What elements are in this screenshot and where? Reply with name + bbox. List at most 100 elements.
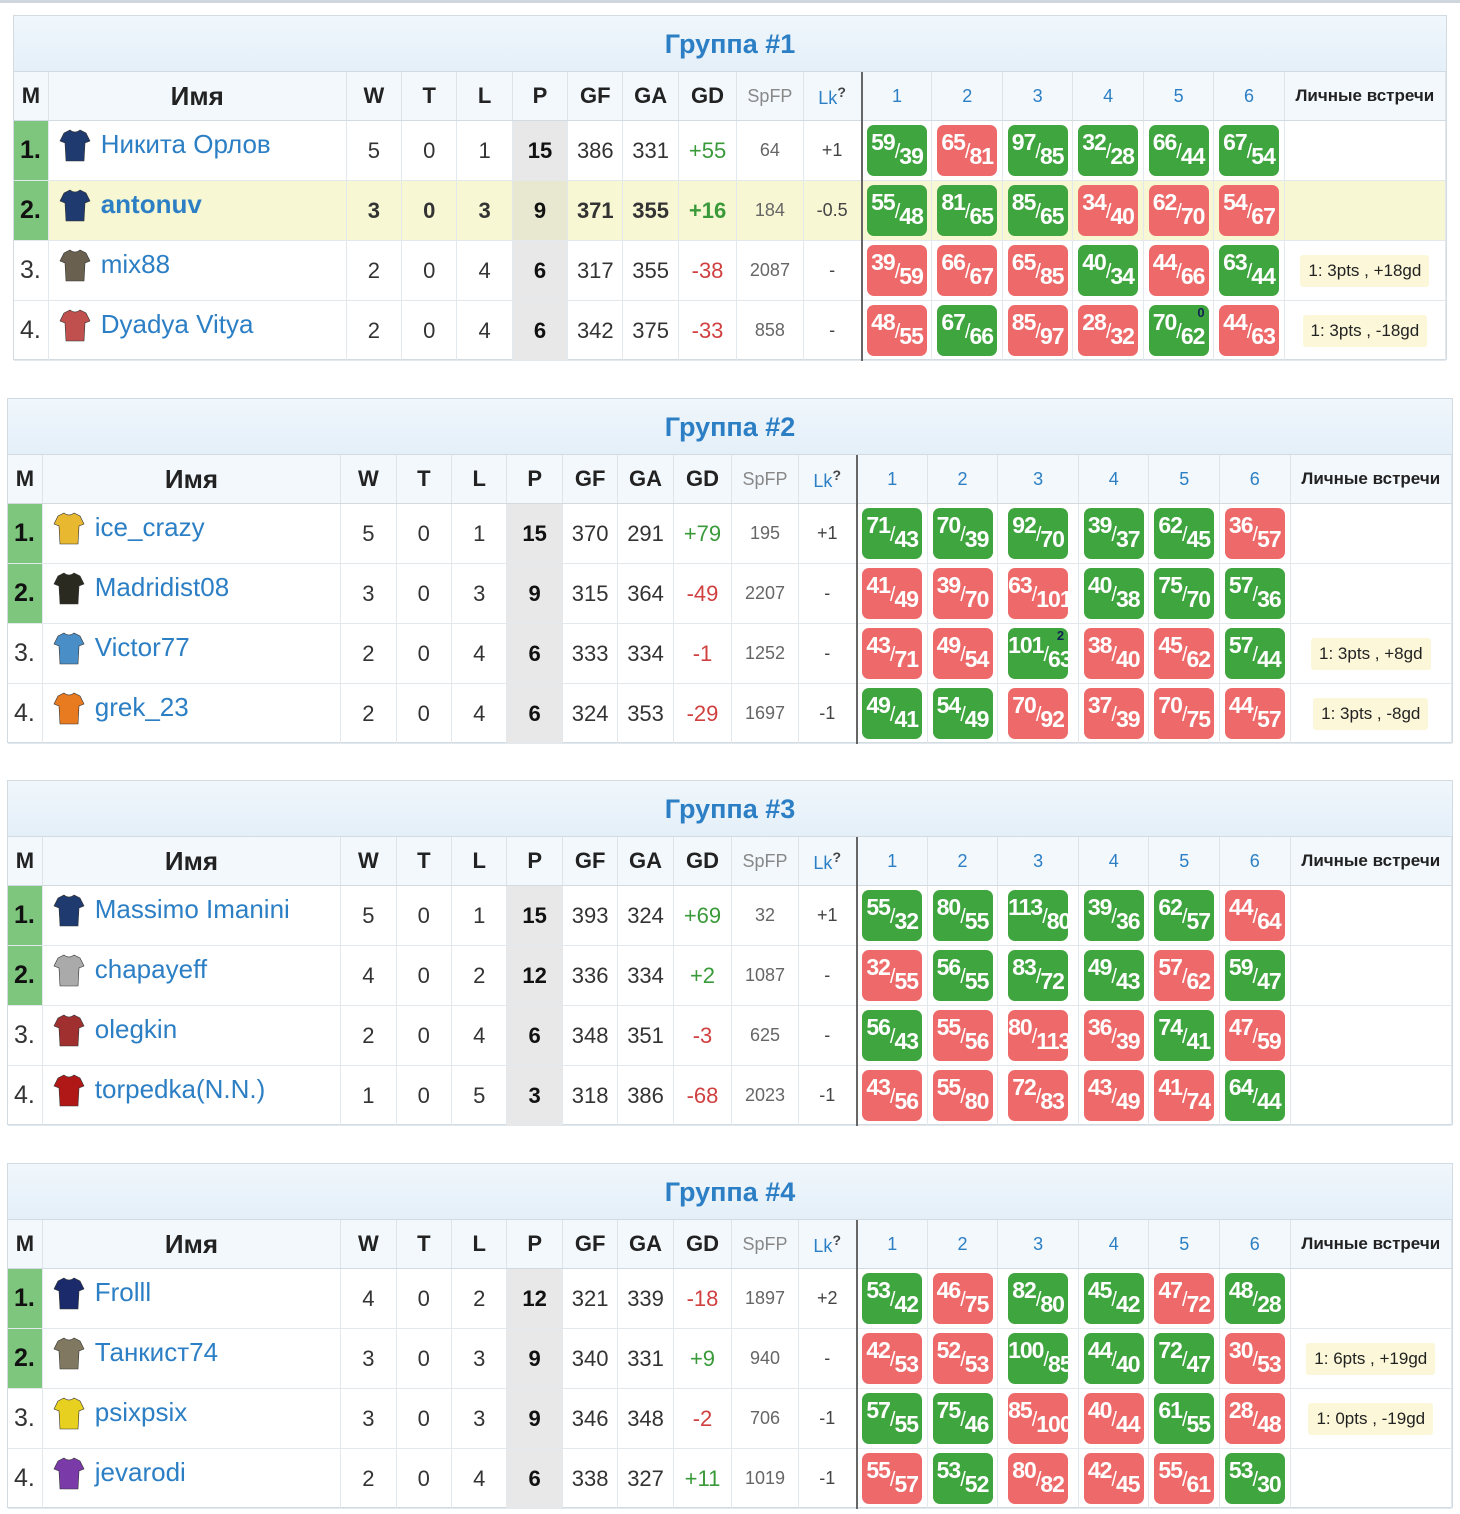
match-score-2[interactable]: 56/55 <box>932 950 993 1001</box>
match-score-6[interactable]: 44/63 <box>1219 305 1280 356</box>
player-name-link[interactable]: ice_crazy <box>94 512 205 542</box>
match-score-3[interactable]: 85/65 <box>1007 185 1068 236</box>
match-score-5[interactable]: 70/62 0 <box>1148 305 1209 356</box>
match-score-5[interactable]: 47/72 <box>1154 1273 1215 1324</box>
match-score-6[interactable]: 59/47 <box>1224 950 1285 1001</box>
match-score-4[interactable]: 37/39 <box>1083 688 1144 739</box>
match-score-6[interactable]: 44/57 <box>1224 688 1285 739</box>
match-score-4[interactable]: 36/39 <box>1083 1010 1144 1061</box>
match-score-3[interactable]: 92/70 <box>1008 508 1069 559</box>
match-score-6[interactable]: 44/64 <box>1224 890 1285 941</box>
match-score-3[interactable]: 72/83 <box>1008 1070 1069 1121</box>
match-score-3[interactable]: 80/82 <box>1008 1453 1069 1504</box>
match-score-2[interactable]: 54/49 <box>932 688 993 739</box>
match-score-6[interactable]: 54/67 <box>1219 185 1280 236</box>
match-score-6[interactable]: 64/44 <box>1224 1070 1285 1121</box>
match-score-6[interactable]: 47/59 <box>1224 1010 1285 1061</box>
match-score-5[interactable]: 57/62 <box>1154 950 1215 1001</box>
match-score-1[interactable]: 55/57 <box>862 1453 923 1504</box>
match-score-4[interactable]: 42/45 <box>1083 1453 1144 1504</box>
match-score-3[interactable]: 63/101 <box>1008 568 1073 619</box>
player-name-link[interactable]: Frolll <box>94 1277 152 1307</box>
match-score-2[interactable]: 75/46 <box>932 1393 993 1444</box>
match-score-4[interactable]: 44/40 <box>1083 1333 1144 1384</box>
player-name-link[interactable]: Madridist08 <box>94 572 230 602</box>
match-score-4[interactable]: 40/38 <box>1083 568 1144 619</box>
match-score-1[interactable]: 49/41 <box>862 688 923 739</box>
match-score-4[interactable]: 39/37 <box>1083 508 1144 559</box>
match-score-1[interactable]: 43/56 <box>862 1070 923 1121</box>
player-name-link[interactable]: olegkin <box>94 1014 178 1044</box>
header-lk[interactable]: Lk? <box>803 72 863 121</box>
player-name-link[interactable]: grek_23 <box>94 692 189 722</box>
match-score-1[interactable]: 55/48 <box>867 185 927 236</box>
match-score-1[interactable]: 42/53 <box>862 1333 923 1384</box>
match-score-2[interactable]: 49/54 <box>932 628 993 679</box>
player-name-link[interactable]: Dyadya Vitya <box>100 309 254 339</box>
player-name-link[interactable]: antonuv <box>100 189 202 219</box>
match-score-5[interactable]: 70/75 <box>1154 688 1215 739</box>
match-score-4[interactable]: 45/42 <box>1083 1273 1144 1324</box>
match-score-3[interactable]: 65/85 <box>1007 245 1068 296</box>
match-score-6[interactable]: 28/48 <box>1224 1393 1285 1444</box>
player-name-link[interactable]: jevarodi <box>94 1457 186 1487</box>
match-score-3[interactable]: 83/72 <box>1008 950 1069 1001</box>
match-score-3[interactable]: 85/97 <box>1007 305 1068 356</box>
match-score-3[interactable]: 70/92 <box>1008 688 1069 739</box>
match-score-1[interactable]: 43/71 <box>862 628 923 679</box>
match-score-1[interactable]: 56/43 <box>862 1010 923 1061</box>
player-name-link[interactable]: Massimo Imanini <box>94 894 290 924</box>
match-score-4[interactable]: 34/40 <box>1078 185 1139 236</box>
header-lk[interactable]: Lk? <box>798 837 858 886</box>
match-score-3[interactable]: 97/85 <box>1007 125 1068 176</box>
match-score-4[interactable]: 32/28 <box>1078 125 1139 176</box>
match-score-6[interactable]: 30/53 <box>1224 1333 1285 1384</box>
match-score-6[interactable]: 57/44 <box>1224 628 1285 679</box>
match-score-3[interactable]: 113/80 <box>1008 890 1071 941</box>
player-name-link[interactable]: Victor77 <box>94 632 190 662</box>
match-score-2[interactable]: 53/52 <box>932 1453 993 1504</box>
help-icon[interactable]: ? <box>832 848 841 865</box>
match-score-4[interactable]: 43/49 <box>1083 1070 1144 1121</box>
match-score-3[interactable]: 85/100 <box>1008 1393 1073 1444</box>
match-score-6[interactable]: 53/30 <box>1224 1453 1285 1504</box>
match-score-2[interactable]: 46/75 <box>932 1273 993 1324</box>
player-name-link[interactable]: psixpsix <box>94 1397 188 1427</box>
match-score-1[interactable]: 39/59 <box>867 245 927 296</box>
match-score-5[interactable]: 72/47 <box>1154 1333 1215 1384</box>
match-score-2[interactable]: 70/39 <box>932 508 993 559</box>
match-score-2[interactable]: 55/80 <box>932 1070 993 1121</box>
match-score-3[interactable]: 101/63 2 <box>1008 628 1073 679</box>
match-score-2[interactable]: 80/55 <box>932 890 993 941</box>
match-score-1[interactable]: 59/39 <box>867 125 927 176</box>
match-score-1[interactable]: 71/43 <box>862 508 923 559</box>
match-score-4[interactable]: 28/32 <box>1078 305 1139 356</box>
player-name-link[interactable]: chapayeff <box>94 954 208 984</box>
player-name-link[interactable]: Танкист74 <box>94 1337 219 1367</box>
match-score-6[interactable]: 36/57 <box>1224 508 1285 559</box>
match-score-2[interactable]: 39/70 <box>932 568 993 619</box>
match-score-5[interactable]: 62/45 <box>1154 508 1215 559</box>
help-icon[interactable]: ? <box>832 466 841 483</box>
match-score-4[interactable]: 40/44 <box>1083 1393 1144 1444</box>
match-score-4[interactable]: 38/40 <box>1083 628 1144 679</box>
help-icon[interactable]: ? <box>837 83 846 100</box>
match-score-6[interactable]: 63/44 <box>1219 245 1280 296</box>
match-score-5[interactable]: 45/62 <box>1154 628 1215 679</box>
player-name-link[interactable]: Никита Орлов <box>100 129 271 159</box>
match-score-5[interactable]: 61/55 <box>1154 1393 1215 1444</box>
match-score-5[interactable]: 55/61 <box>1154 1453 1215 1504</box>
match-score-4[interactable]: 39/36 <box>1083 890 1144 941</box>
match-score-5[interactable]: 66/44 <box>1148 125 1209 176</box>
match-score-4[interactable]: 49/43 <box>1083 950 1144 1001</box>
match-score-5[interactable]: 41/74 <box>1154 1070 1215 1121</box>
match-score-2[interactable]: 81/65 <box>937 185 998 236</box>
match-score-5[interactable]: 74/41 <box>1154 1010 1215 1061</box>
match-score-3[interactable]: 80/113 <box>1008 1010 1071 1061</box>
match-score-5[interactable]: 75/70 <box>1154 568 1215 619</box>
match-score-2[interactable]: 66/67 <box>937 245 998 296</box>
header-lk[interactable]: Lk? <box>798 1220 858 1269</box>
match-score-2[interactable]: 67/66 <box>937 305 998 356</box>
match-score-2[interactable]: 55/56 <box>932 1010 993 1061</box>
match-score-3[interactable]: 100/85 <box>1008 1333 1073 1384</box>
